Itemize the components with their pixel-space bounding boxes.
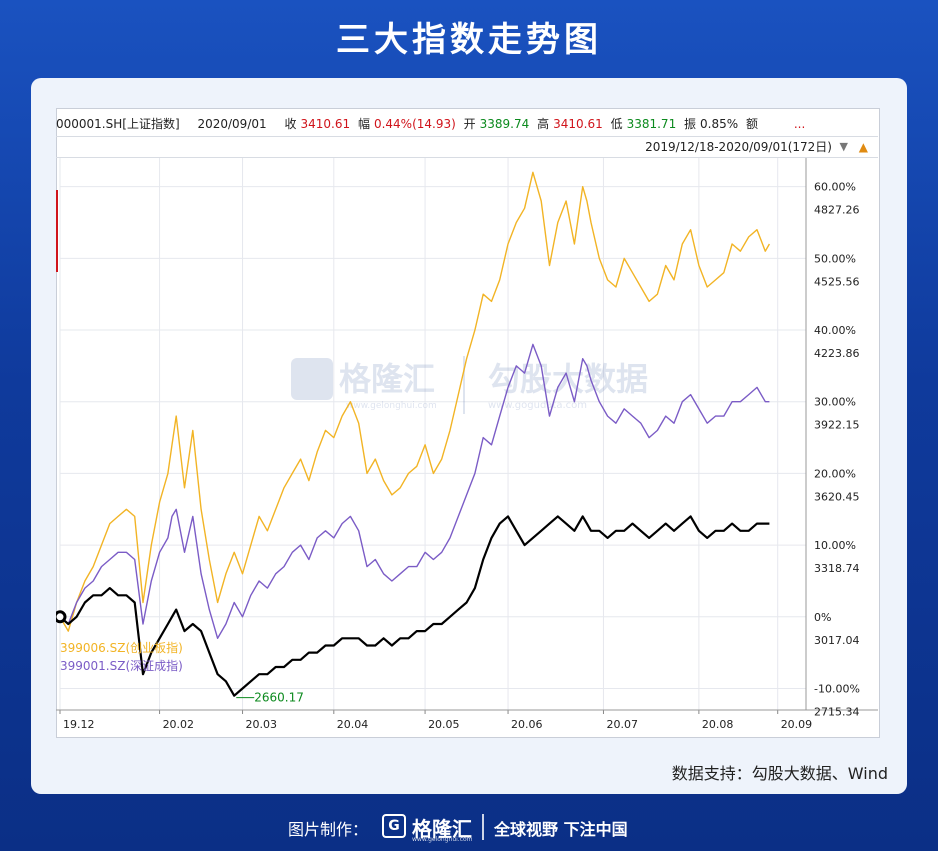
open-value: 3389.74 [479, 117, 530, 131]
amplitude-value: 0.85% [700, 117, 739, 131]
credit-label: 图片制作： [288, 820, 369, 839]
legend-szse: 399001.SZ(深证成指) [60, 658, 183, 673]
y-tick-price: 3620.45 [814, 490, 860, 503]
footer-brand: 格隆汇 [412, 817, 472, 841]
watermark-url: www.gelonghui.com [346, 401, 437, 411]
y-tick-percent: 10.00% [814, 539, 856, 552]
y-tick-percent: -10.00% [814, 682, 860, 695]
x-tick-label: 20.02 [163, 718, 195, 731]
y-tick-price: 2715.34 [814, 705, 860, 718]
quote-infobar: 000001.SH[上证指数] 2020/09/01 收 3410.61 幅 0.4… [56, 114, 878, 134]
gelonghui-logo-icon: G [382, 814, 406, 838]
start-marker [56, 610, 67, 624]
index-code: 000001.SH[上证指数] [56, 117, 180, 131]
y-tick-percent: 0% [814, 611, 831, 624]
y-tick-price: 4827.26 [814, 204, 860, 217]
index-trend-chart: 格隆汇 www.gelonghui.com 勾股大数据 www.gogudata… [56, 158, 878, 731]
open-label: 开 [463, 117, 476, 131]
footer-brand-url: www.gelonghui.com [412, 836, 473, 843]
high-value: 3410.61 [553, 117, 603, 131]
y-tick-percent: 60.00% [814, 181, 856, 194]
more-indicator[interactable]: ... [793, 117, 806, 131]
x-tick-label: 20.05 [428, 718, 460, 731]
y-tick-price: 3017.04 [814, 634, 860, 647]
footer-slogan: 全球视野 下注中国 [494, 820, 628, 839]
close-label: 收 [284, 117, 297, 131]
y-tick-percent: 30.00% [814, 396, 856, 409]
date-range: 2019/12/18-2020/09/01(172日) [645, 140, 832, 154]
watermark-logo-icon [291, 358, 333, 400]
range-bar: 2019/12/18-2020/09/01(172日) ▼ ▲ [56, 136, 878, 158]
series-line-shanghai [59, 515, 770, 697]
watermark-url-2: www.gogudata.com [488, 400, 587, 411]
y-tick-price: 4223.86 [814, 347, 860, 360]
x-tick-label: 20.04 [337, 718, 369, 731]
lock-icon[interactable]: ▲ [858, 140, 868, 154]
x-tick-label: 19.12 [63, 718, 95, 731]
low-label: 低 [610, 117, 623, 131]
change-label: 幅 [357, 117, 370, 131]
amount-label: 额 [746, 117, 759, 131]
y-tick-percent: 40.00% [814, 324, 856, 337]
series-line-chinext [59, 171, 771, 632]
high-annotation: 3451.09 [56, 158, 106, 161]
x-tick-label: 20.03 [246, 718, 278, 731]
x-tick-label: 20.06 [511, 718, 543, 731]
close-value: 3410.61 [300, 117, 351, 131]
footer-divider [482, 814, 484, 840]
x-tick-label: 20.07 [606, 718, 638, 731]
y-tick-price: 3922.15 [814, 419, 860, 432]
footer: 图片制作： G 格隆汇 www.gelonghui.com 全球视野 下注中国 [0, 808, 938, 844]
low-value: 3381.71 [626, 117, 677, 131]
y-tick-price: 3318.74 [814, 562, 860, 575]
series-line-szse [59, 343, 770, 639]
y-tick-percent: 20.00% [814, 467, 856, 480]
y-tick-percent: 50.00% [814, 252, 856, 265]
watermark-brand: 格隆汇 [339, 360, 435, 398]
amplitude-label: 振 [684, 117, 697, 131]
change-value: 0.44%(14.93) [373, 117, 456, 131]
page-title: 三大指数走势图 [336, 20, 602, 60]
low-annotation: 2660.17 [254, 691, 304, 705]
legend-chinext: 399006.SZ(创业板指) [60, 640, 183, 655]
x-tick-label: 20.09 [781, 718, 813, 731]
y-tick-price: 4525.56 [814, 275, 860, 288]
quote-date: 2020/09/01 [197, 117, 267, 131]
watermark: 格隆汇 www.gelonghui.com 勾股大数据 www.gogudata… [291, 356, 648, 414]
chart-grid [59, 158, 806, 710]
chart-panel [56, 108, 880, 738]
data-source: 数据支持：勾股大数据、Wind [671, 764, 888, 783]
x-tick-label: 20.08 [702, 718, 734, 731]
range-dropdown-icon[interactable]: ▼ [839, 140, 848, 153]
high-label: 高 [537, 117, 550, 131]
